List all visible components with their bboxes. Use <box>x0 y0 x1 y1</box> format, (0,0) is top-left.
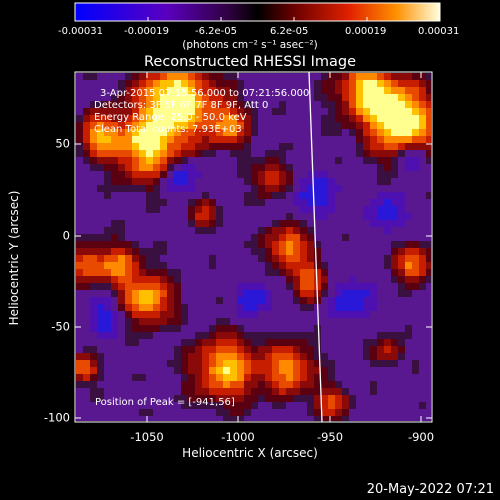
y-tick-label: 50 <box>55 136 70 151</box>
image-heatmap <box>76 73 431 421</box>
colorbar-tick-label: -6.2e-05 <box>195 26 237 37</box>
info-energy-range: Energy Range: 25.0 - 50.0 keV <box>94 112 247 123</box>
x-tick-label: -950 <box>316 430 344 444</box>
y-tick-label: -100 <box>43 410 70 425</box>
plot-frame <box>74 71 433 423</box>
colorbar-tick-label: -0.00031 <box>58 26 103 37</box>
colorbar-tick-label: 0.00031 <box>418 26 460 37</box>
y-axis-label: Heliocentric Y (arcsec) <box>7 190 21 326</box>
timestamp: 20-May-2022 07:21 <box>366 482 494 497</box>
colorbar-tick-label: 0.00019 <box>345 26 387 37</box>
colorbar-tick-label: 6.2e-05 <box>270 26 309 37</box>
x-tick-label: -900 <box>407 430 435 444</box>
x-tick-label: -1000 <box>221 430 255 444</box>
y-tick-label: -50 <box>51 319 70 334</box>
info-detectors: Detectors: 3F 5F 6F 7F 8F 9F, Att 0 <box>94 100 269 111</box>
peak-position: Position of Peak = [-941,56] <box>95 397 235 408</box>
colorbar-tick-label: -0.00019 <box>124 26 169 37</box>
plot-title: Reconstructed RHESSI Image <box>143 54 356 70</box>
colorbar <box>74 2 441 22</box>
colorbar-units: (photons cm⁻² s⁻¹ asec⁻²) <box>182 39 318 51</box>
x-axis-label: Heliocentric X (arcsec) <box>182 446 318 460</box>
x-tick-label: -1050 <box>130 430 164 444</box>
solar-limb <box>308 71 323 423</box>
info-clean-counts: Clean Total counts: 7.93E+03 <box>94 124 242 135</box>
y-tick-label: 0 <box>62 228 70 243</box>
info-time-range: 3-Apr-2015 07:15:56.000 to 07:21:56.000 <box>100 88 310 99</box>
